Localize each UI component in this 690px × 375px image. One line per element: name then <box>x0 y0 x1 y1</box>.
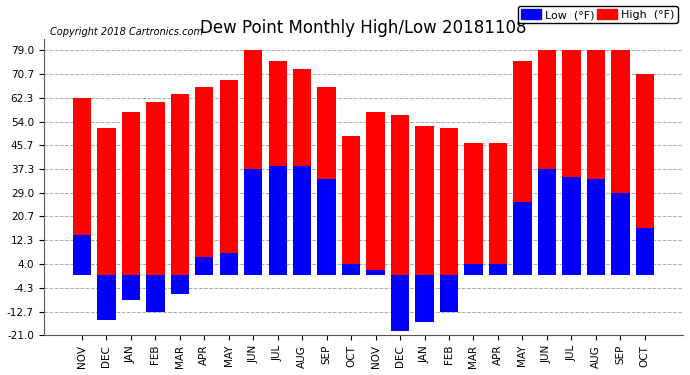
Text: Copyright 2018 Cartronics.com: Copyright 2018 Cartronics.com <box>50 27 203 37</box>
Bar <box>293 166 311 275</box>
Bar <box>97 275 115 320</box>
Bar <box>635 228 654 275</box>
Bar <box>170 275 189 294</box>
Bar <box>244 50 262 275</box>
Legend: Low  (°F), High  (°F): Low (°F), High (°F) <box>518 6 678 23</box>
Bar <box>635 74 654 275</box>
Bar <box>72 98 91 275</box>
Bar <box>268 61 287 275</box>
Bar <box>219 80 238 275</box>
Bar <box>415 126 434 275</box>
Bar <box>489 143 507 275</box>
Bar <box>440 275 458 312</box>
Bar <box>611 50 629 275</box>
Bar <box>366 270 385 275</box>
Bar <box>317 179 336 275</box>
Bar <box>562 177 580 275</box>
Bar <box>464 143 483 275</box>
Bar <box>513 61 531 275</box>
Bar <box>415 275 434 322</box>
Bar <box>586 179 605 275</box>
Bar <box>611 193 629 275</box>
Bar <box>342 264 360 275</box>
Bar <box>538 50 556 275</box>
Bar <box>342 136 360 275</box>
Bar <box>219 253 238 275</box>
Bar <box>195 87 213 275</box>
Bar <box>440 128 458 275</box>
Bar <box>586 50 605 275</box>
Bar <box>195 257 213 275</box>
Bar <box>391 115 409 275</box>
Bar <box>170 94 189 275</box>
Bar <box>513 202 531 275</box>
Bar <box>489 264 507 275</box>
Bar <box>146 102 164 275</box>
Bar <box>538 169 556 275</box>
Bar <box>146 275 164 312</box>
Bar <box>366 112 385 275</box>
Bar <box>317 87 336 275</box>
Bar <box>121 112 140 275</box>
Bar <box>121 275 140 300</box>
Bar <box>562 50 580 275</box>
Bar <box>97 128 115 275</box>
Bar <box>464 264 483 275</box>
Bar <box>391 275 409 331</box>
Bar <box>293 69 311 275</box>
Bar <box>268 166 287 275</box>
Bar <box>244 169 262 275</box>
Title: Dew Point Monthly High/Low 20181108: Dew Point Monthly High/Low 20181108 <box>200 20 526 38</box>
Bar <box>72 236 91 275</box>
